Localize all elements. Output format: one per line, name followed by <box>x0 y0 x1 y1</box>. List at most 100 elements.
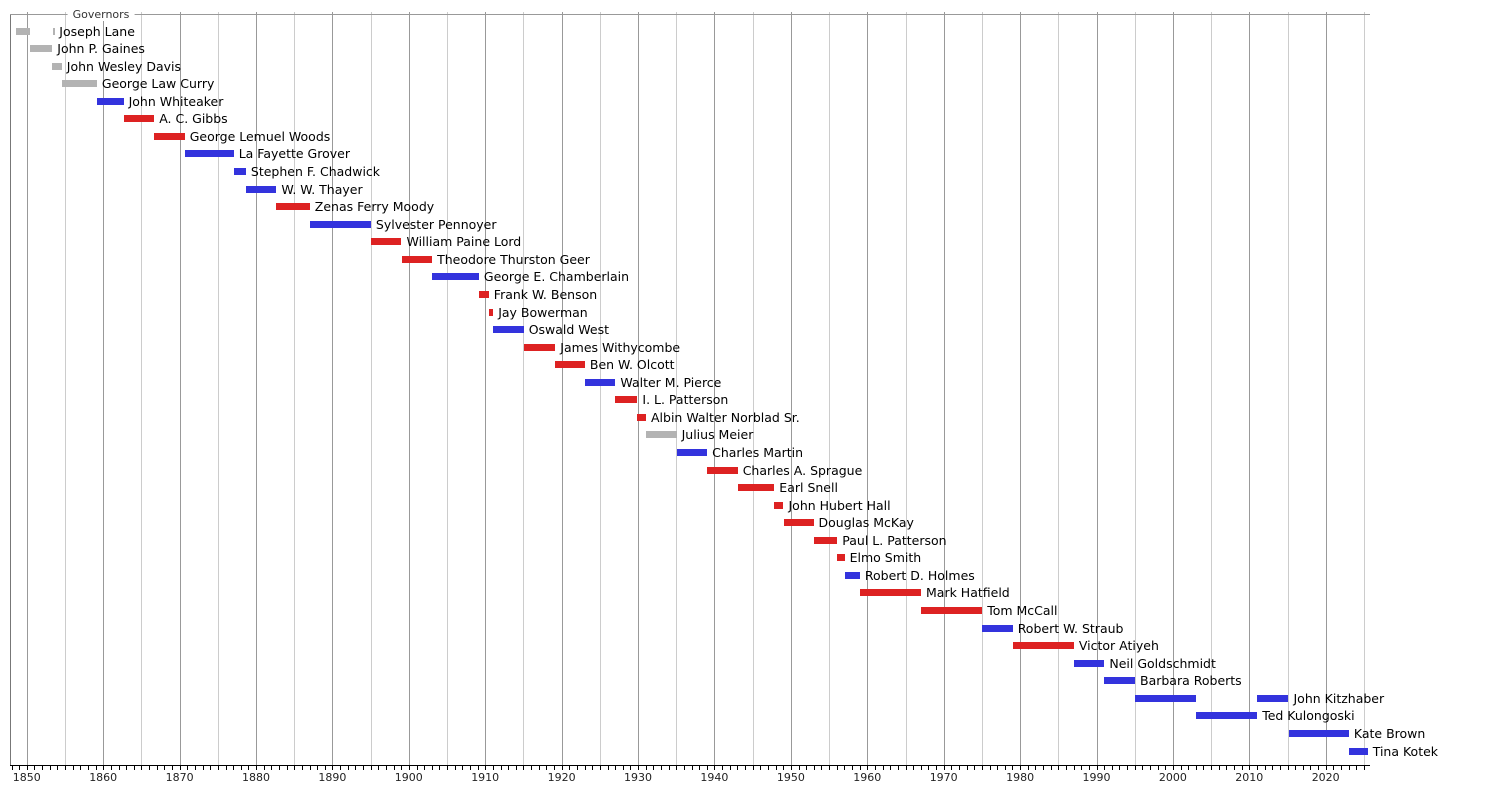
bar-label: Sylvester Pennoyer <box>375 216 497 232</box>
axis-label: 1930 <box>624 771 652 784</box>
axis-tick <box>1256 766 1258 770</box>
axis-tick <box>1081 766 1083 770</box>
axis-tick <box>370 766 372 770</box>
axis-tick <box>393 766 395 770</box>
axis-label: 2000 <box>1158 771 1187 784</box>
bar-label: Stephen F. Chadwick <box>250 164 381 179</box>
gridline <box>65 12 66 765</box>
bar-label: James Withycombe <box>560 339 681 355</box>
timeline-bar <box>584 378 616 386</box>
bar-label: Charles Martin <box>712 444 804 460</box>
axis-label: 1890 <box>318 771 347 784</box>
axis-tick <box>187 766 189 770</box>
axis-tick <box>149 766 151 770</box>
gridline <box>1287 12 1289 765</box>
axis-tick <box>1134 766 1136 770</box>
axis-tick <box>936 766 937 770</box>
axis-tick <box>783 766 785 770</box>
axis-label: 1850 <box>12 771 41 784</box>
timeline-bar <box>637 413 646 421</box>
bar-label: John Hubert Hall <box>788 497 891 513</box>
timeline-bar <box>1012 642 1074 650</box>
axis-tick <box>57 766 59 770</box>
axis-tick <box>179 766 181 770</box>
axis-tick <box>1150 766 1151 770</box>
axis-label: 1870 <box>165 771 194 784</box>
axis-tick <box>1035 766 1037 770</box>
axis-tick <box>554 766 555 770</box>
gridline <box>1172 12 1174 765</box>
axis-tick <box>752 766 754 770</box>
bar-label: La Fayette Grover <box>238 146 350 162</box>
axis-tick <box>790 766 792 770</box>
timeline-bar <box>30 45 53 53</box>
gridline <box>408 12 410 765</box>
axis-tick <box>332 766 334 770</box>
bar-label: George Lemuel Woods <box>189 128 331 144</box>
timeline-bar <box>276 203 310 211</box>
axis-tick <box>301 766 303 770</box>
timeline-bar <box>1288 729 1349 737</box>
gridline <box>676 12 678 765</box>
gridline <box>26 12 28 765</box>
axis-tick <box>164 766 166 770</box>
axis-label: 1920 <box>547 771 576 784</box>
gridline <box>790 12 792 765</box>
axis-tick <box>80 766 82 770</box>
timeline-bar <box>16 27 31 35</box>
gridline <box>829 12 831 765</box>
axis-tick <box>1142 766 1144 770</box>
timeline-bar <box>1073 659 1105 667</box>
axis-tick <box>1341 766 1342 770</box>
axis-tick <box>508 766 510 770</box>
axis-tick <box>1241 766 1243 770</box>
axis-tick <box>584 766 586 770</box>
axis-tick <box>615 766 617 770</box>
timeline-bar <box>432 273 479 281</box>
axis-tick <box>248 766 250 770</box>
gridline <box>905 12 907 765</box>
axis-label: 1950 <box>776 771 805 784</box>
axis-tick <box>599 766 601 770</box>
axis-tick <box>630 766 632 770</box>
axis-tick <box>477 766 479 770</box>
axis-tick <box>645 766 647 770</box>
gridline <box>217 12 219 765</box>
axis-tick <box>34 766 36 770</box>
axis-tick <box>569 766 571 770</box>
axis-tick <box>439 766 441 770</box>
axis-tick <box>905 766 907 770</box>
axis-tick <box>1226 766 1228 770</box>
axis-tick <box>515 766 517 770</box>
axis-tick <box>1295 766 1297 770</box>
axis-label: 1910 <box>471 771 500 784</box>
axis-tick <box>1279 766 1281 770</box>
axis-tick <box>263 766 265 770</box>
gridline <box>714 12 716 765</box>
axis-tick <box>1363 766 1365 770</box>
axis-tick <box>19 766 21 770</box>
timeline-bar <box>309 220 371 228</box>
axis-tick <box>760 766 762 770</box>
axis-tick <box>1234 766 1235 770</box>
timeline-bar <box>774 501 784 509</box>
axis-tick <box>576 766 578 770</box>
timeline-bar <box>478 290 489 298</box>
timeline-bar <box>245 185 277 193</box>
axis-tick <box>836 766 838 770</box>
axis-tick <box>561 766 563 770</box>
axis-tick <box>920 766 922 770</box>
axis-tick <box>309 766 311 770</box>
axis-label: 1980 <box>1006 771 1035 784</box>
timeline-bar <box>184 150 234 158</box>
axis-tick <box>408 766 410 770</box>
axis-tick <box>661 766 662 770</box>
timeline-bar <box>1257 694 1289 702</box>
axis-tick <box>72 766 74 770</box>
axis-tick <box>103 766 105 770</box>
timeline-bar <box>123 115 155 123</box>
bar-label: Douglas McKay <box>818 515 914 531</box>
axis-tick <box>233 766 235 770</box>
axis-tick <box>1218 766 1220 770</box>
